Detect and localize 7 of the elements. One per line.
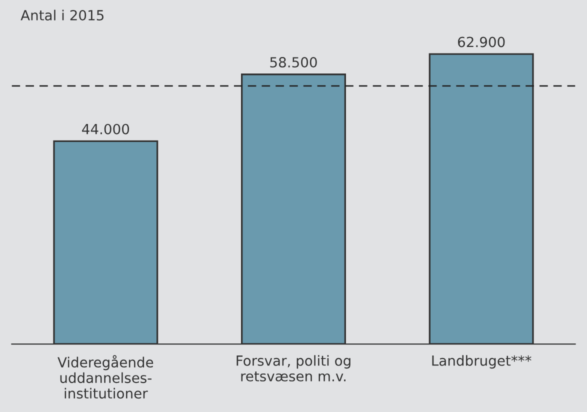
x-tick-label: Landbruget***	[432, 355, 532, 369]
x-tick-label: Videregående uddannelses- institutioner	[58, 355, 154, 399]
data-label: 62.900	[458, 36, 505, 48]
data-label: 58.500	[270, 57, 317, 68]
data-label: 44.000	[82, 124, 130, 134]
chart-title: Antal i 2015	[20, 10, 104, 21]
x-tick-label: Forsvar, politi og retsvæsen m.v.	[236, 355, 350, 382]
